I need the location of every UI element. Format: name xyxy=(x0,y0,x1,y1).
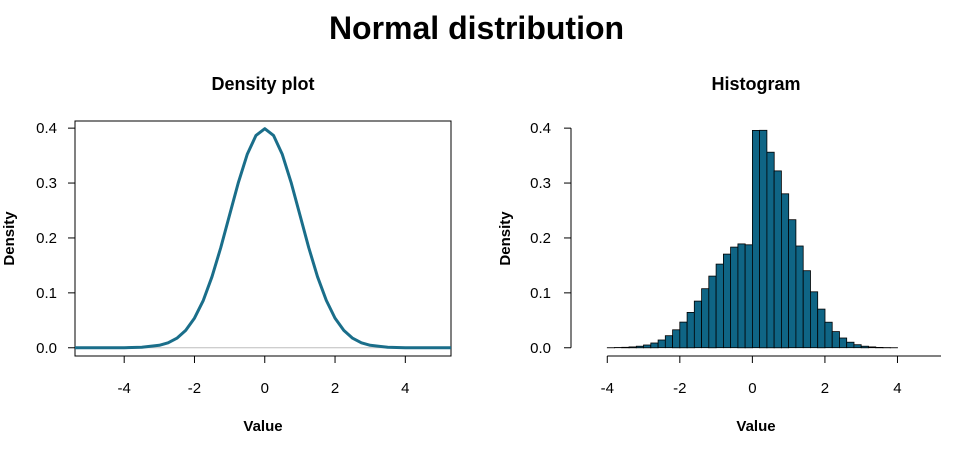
histogram-x-tick-label: 4 xyxy=(893,380,901,397)
histogram-bar xyxy=(795,245,804,349)
histogram-bar xyxy=(650,342,659,349)
histogram-bar xyxy=(831,331,840,349)
histogram-bar xyxy=(701,288,710,349)
histogram-bar xyxy=(853,344,862,349)
histogram-bar xyxy=(737,243,746,349)
histogram-bar xyxy=(657,339,666,349)
density-frame xyxy=(74,120,452,357)
density-y-tick-label: 0.3 xyxy=(36,175,57,192)
density-line xyxy=(75,127,451,350)
histogram-bar xyxy=(759,129,768,349)
histogram-bar xyxy=(781,193,790,349)
histogram-bar xyxy=(643,344,652,349)
main-title: Normal distribution xyxy=(328,10,625,46)
histogram-bar xyxy=(824,321,833,349)
histogram-bar xyxy=(846,341,855,349)
density-x-axis-label: Value xyxy=(243,418,282,435)
histogram-bar xyxy=(860,345,869,349)
histogram-bar xyxy=(708,275,717,349)
density-x-tick-label: 4 xyxy=(401,380,409,397)
histogram-title: Histogram xyxy=(711,74,800,94)
histogram-bar xyxy=(802,270,811,349)
histogram-bar xyxy=(868,346,877,349)
density-y-axis-label: Density xyxy=(1,211,18,266)
density-y-tick-label: 0.2 xyxy=(36,230,57,247)
histogram-bar xyxy=(810,291,819,349)
histogram-y-tick-label: 0.4 xyxy=(530,120,551,137)
histogram-y-tick-label: 0.0 xyxy=(530,340,551,357)
density-x-tick-label: -2 xyxy=(188,380,201,397)
histogram-bar xyxy=(628,346,637,349)
histogram-y-axis-label: Density xyxy=(497,211,514,266)
density-x-tick-label: 2 xyxy=(331,380,339,397)
histogram-y-tick-label: 0.1 xyxy=(530,285,551,302)
density-x-tick-label: -4 xyxy=(118,380,131,397)
histogram-bar xyxy=(635,345,644,349)
density-y-tick-label: 0.1 xyxy=(36,285,57,302)
density-x-tick-label: 0 xyxy=(261,380,269,397)
histogram-y-tick-label: 0.2 xyxy=(530,230,551,247)
density-title: Density plot xyxy=(211,74,314,94)
density-y-tick-label: 0.4 xyxy=(36,120,57,137)
histogram-x-tick-label: -4 xyxy=(601,380,614,397)
histogram-x-axis-label: Value xyxy=(736,418,775,435)
histogram-bar xyxy=(730,246,739,349)
histogram-bar xyxy=(679,321,688,349)
histogram-x-tick-label: 0 xyxy=(748,380,756,397)
histogram-x-tick-label: -2 xyxy=(673,380,686,397)
histogram-bar xyxy=(621,346,630,349)
histogram-bar xyxy=(693,300,702,349)
histogram-bar xyxy=(766,151,775,349)
histogram-bar xyxy=(817,308,826,349)
histogram-bar xyxy=(744,244,753,349)
histogram-y-tick-label: 0.3 xyxy=(530,175,551,192)
histogram-bar xyxy=(664,335,673,349)
histogram-bar xyxy=(773,170,782,349)
histogram-bar xyxy=(788,219,797,349)
histogram-bar xyxy=(686,311,695,349)
histogram-x-tick-label: 2 xyxy=(821,380,829,397)
histogram-bar xyxy=(752,129,761,349)
histogram-bar xyxy=(839,337,848,349)
histogram-bar xyxy=(723,253,732,349)
histogram-bar xyxy=(672,329,681,349)
histogram-bar xyxy=(715,263,724,349)
density-y-tick-label: 0.0 xyxy=(36,340,57,357)
